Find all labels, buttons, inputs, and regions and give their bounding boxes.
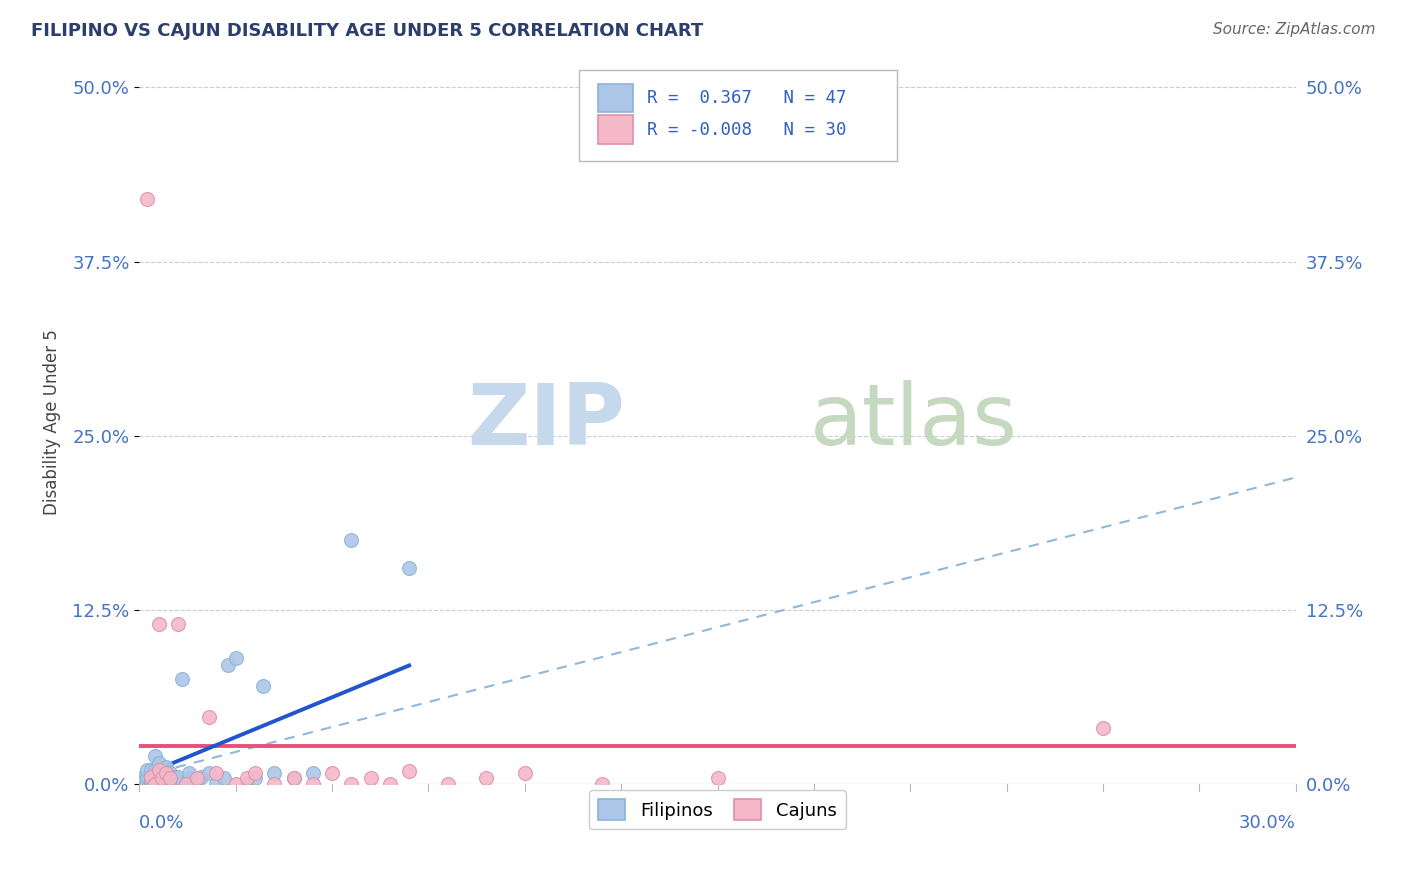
Legend: Filipinos, Cajuns: Filipinos, Cajuns: [589, 790, 846, 830]
Point: [1092, 721, 1115, 735]
Point: [148, 616, 170, 631]
Text: R = -0.008   N = 30: R = -0.008 N = 30: [647, 120, 846, 139]
Point: [475, 772, 498, 786]
Point: [148, 763, 170, 777]
Text: 30.0%: 30.0%: [1239, 814, 1296, 832]
Point: [398, 561, 420, 575]
Point: [283, 772, 305, 786]
Point: [152, 772, 174, 786]
Point: [212, 772, 235, 786]
Point: [263, 777, 285, 791]
Point: [159, 777, 181, 791]
Point: [148, 772, 170, 786]
Text: atlas: atlas: [810, 380, 1018, 463]
Text: 0.0%: 0.0%: [139, 814, 184, 832]
FancyBboxPatch shape: [579, 70, 897, 161]
Point: [217, 658, 239, 673]
Point: [174, 777, 197, 791]
Point: [321, 765, 343, 780]
Y-axis label: Disability Age Under 5: Disability Age Under 5: [44, 329, 60, 515]
Point: [136, 763, 159, 777]
Point: [159, 772, 181, 786]
Point: [436, 777, 458, 791]
Point: [236, 777, 259, 791]
Point: [283, 772, 305, 786]
Point: [167, 770, 190, 784]
Point: [155, 760, 177, 774]
Point: [378, 777, 401, 791]
Point: [301, 765, 323, 780]
Point: [152, 777, 174, 791]
Point: [513, 765, 536, 780]
Point: [170, 673, 193, 687]
Point: [236, 772, 259, 786]
Point: [340, 533, 363, 548]
Point: [143, 763, 166, 777]
Point: [143, 749, 166, 764]
Point: [163, 770, 186, 784]
Text: R =  0.367   N = 47: R = 0.367 N = 47: [647, 89, 846, 107]
Point: [197, 765, 219, 780]
Point: [139, 772, 162, 787]
Point: [132, 777, 155, 791]
Point: [136, 192, 159, 206]
Text: ZIP: ZIP: [467, 380, 626, 463]
Point: [706, 772, 728, 786]
Point: [159, 765, 181, 780]
Point: [152, 772, 174, 786]
Point: [139, 770, 162, 784]
Point: [360, 772, 382, 786]
FancyBboxPatch shape: [599, 115, 633, 145]
Point: [225, 651, 247, 665]
Point: [143, 768, 166, 782]
Point: [148, 756, 170, 770]
Point: [155, 765, 177, 780]
Point: [152, 765, 174, 780]
Point: [139, 777, 162, 791]
Point: [252, 679, 274, 693]
Point: [205, 765, 228, 780]
Point: [243, 765, 266, 780]
Point: [398, 764, 420, 779]
Point: [143, 772, 166, 787]
Point: [179, 765, 201, 780]
Point: [136, 777, 159, 791]
Point: [340, 777, 363, 791]
Point: [263, 765, 285, 780]
FancyBboxPatch shape: [599, 84, 633, 112]
Point: [197, 710, 219, 724]
Point: [148, 765, 170, 780]
Point: [179, 772, 201, 786]
Point: [136, 770, 159, 784]
Point: [591, 777, 613, 791]
Point: [155, 777, 177, 791]
Point: [186, 772, 208, 786]
Point: [174, 777, 197, 791]
Point: [148, 777, 170, 791]
Text: FILIPINO VS CAJUN DISABILITY AGE UNDER 5 CORRELATION CHART: FILIPINO VS CAJUN DISABILITY AGE UNDER 5…: [31, 22, 703, 40]
Point: [205, 777, 228, 791]
Point: [190, 770, 212, 784]
Point: [301, 777, 323, 791]
Point: [143, 777, 166, 791]
Point: [132, 770, 155, 784]
Point: [167, 777, 190, 791]
Point: [243, 772, 266, 786]
Point: [143, 777, 166, 791]
Text: Source: ZipAtlas.com: Source: ZipAtlas.com: [1212, 22, 1375, 37]
Point: [139, 763, 162, 777]
Point: [225, 777, 247, 791]
Point: [167, 616, 190, 631]
Point: [139, 768, 162, 782]
Point: [186, 777, 208, 791]
